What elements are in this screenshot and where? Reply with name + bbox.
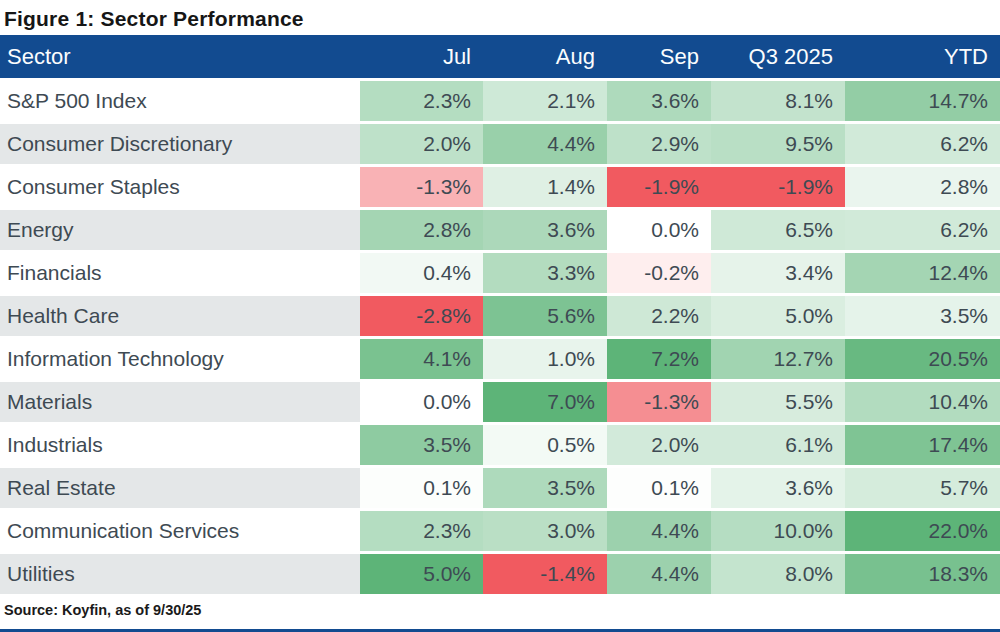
value-cell: 2.0%: [607, 425, 711, 465]
value-cell: 3.6%: [711, 468, 845, 508]
column-header-q3-2025: Q3 2025: [711, 35, 845, 78]
sector-cell: Consumer Staples: [0, 167, 360, 207]
value-cell: 5.0%: [711, 296, 845, 336]
value-cell: 0.0%: [360, 382, 483, 422]
column-header-sector: Sector: [0, 35, 360, 78]
value-cell: -1.3%: [607, 382, 711, 422]
column-header-aug: Aug: [483, 35, 607, 78]
column-header-jul: Jul: [360, 35, 483, 78]
value-cell: 9.5%: [711, 124, 845, 164]
sector-cell: Information Technology: [0, 339, 360, 379]
value-cell: -2.8%: [360, 296, 483, 336]
value-cell: 6.2%: [845, 124, 1000, 164]
value-cell: 3.6%: [607, 81, 711, 121]
value-cell: 6.5%: [711, 210, 845, 250]
figure-title: Figure 1: Sector Performance: [0, 0, 1000, 35]
value-cell: 2.8%: [360, 210, 483, 250]
sector-cell: Utilities: [0, 554, 360, 594]
sector-cell: Materials: [0, 382, 360, 422]
value-cell: 2.3%: [360, 511, 483, 551]
value-cell: 18.3%: [845, 554, 1000, 594]
value-cell: 17.4%: [845, 425, 1000, 465]
value-cell: 1.0%: [483, 339, 607, 379]
value-cell: 0.1%: [360, 468, 483, 508]
value-cell: 3.5%: [360, 425, 483, 465]
value-cell: -0.2%: [607, 253, 711, 293]
value-cell: 2.1%: [483, 81, 607, 121]
value-cell: 5.6%: [483, 296, 607, 336]
value-cell: 4.4%: [607, 554, 711, 594]
value-cell: 5.0%: [360, 554, 483, 594]
value-cell: 3.5%: [845, 296, 1000, 336]
value-cell: 10.0%: [711, 511, 845, 551]
value-cell: 0.5%: [483, 425, 607, 465]
value-cell: 1.4%: [483, 167, 607, 207]
value-cell: 2.0%: [360, 124, 483, 164]
column-header-ytd: YTD: [845, 35, 1000, 78]
value-cell: 10.4%: [845, 382, 1000, 422]
column-header-sep: Sep: [607, 35, 711, 78]
value-cell: 5.7%: [845, 468, 1000, 508]
value-cell: 7.2%: [607, 339, 711, 379]
sector-performance-figure: Figure 1: Sector Performance Sector Jul …: [0, 0, 1000, 632]
value-cell: 0.0%: [607, 210, 711, 250]
value-cell: 12.7%: [711, 339, 845, 379]
value-cell: 3.4%: [711, 253, 845, 293]
value-cell: -1.9%: [711, 167, 845, 207]
value-cell: 4.4%: [483, 124, 607, 164]
value-cell: 14.7%: [845, 81, 1000, 121]
value-cell: 3.0%: [483, 511, 607, 551]
value-cell: 2.3%: [360, 81, 483, 121]
sector-cell: Communication Services: [0, 511, 360, 551]
value-cell: 12.4%: [845, 253, 1000, 293]
sector-cell: Financials: [0, 253, 360, 293]
value-cell: 7.0%: [483, 382, 607, 422]
sector-cell: Real Estate: [0, 468, 360, 508]
value-cell: 0.4%: [360, 253, 483, 293]
value-cell: 22.0%: [845, 511, 1000, 551]
sector-cell: Consumer Discretionary: [0, 124, 360, 164]
value-cell: 3.5%: [483, 468, 607, 508]
sector-cell: S&P 500 Index: [0, 81, 360, 121]
value-cell: 3.6%: [483, 210, 607, 250]
value-cell: 4.1%: [360, 339, 483, 379]
value-cell: 8.0%: [711, 554, 845, 594]
value-cell: 2.2%: [607, 296, 711, 336]
value-cell: -1.4%: [483, 554, 607, 594]
sector-cell: Industrials: [0, 425, 360, 465]
sector-cell: Energy: [0, 210, 360, 250]
value-cell: 20.5%: [845, 339, 1000, 379]
value-cell: 0.1%: [607, 468, 711, 508]
value-cell: 3.3%: [483, 253, 607, 293]
value-cell: 2.9%: [607, 124, 711, 164]
sector-cell: Health Care: [0, 296, 360, 336]
sector-performance-table: Sector Jul Aug Sep Q3 2025 YTD S&P 500 I…: [0, 35, 1000, 594]
value-cell: -1.9%: [607, 167, 711, 207]
value-cell: 2.8%: [845, 167, 1000, 207]
value-cell: -1.3%: [360, 167, 483, 207]
source-note: Source: Koyfin, as of 9/30/25: [4, 602, 1000, 618]
value-cell: 8.1%: [711, 81, 845, 121]
value-cell: 4.4%: [607, 511, 711, 551]
value-cell: 6.1%: [711, 425, 845, 465]
value-cell: 5.5%: [711, 382, 845, 422]
value-cell: 6.2%: [845, 210, 1000, 250]
